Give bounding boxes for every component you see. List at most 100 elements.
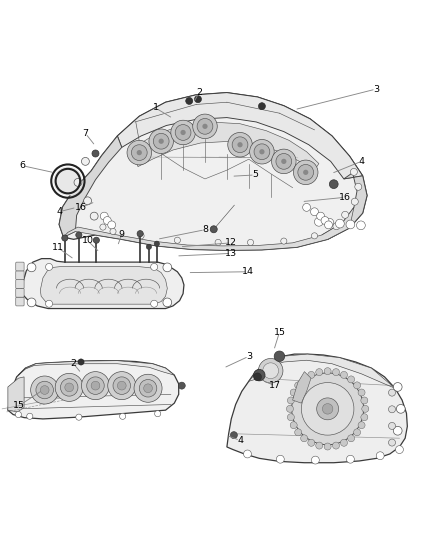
Circle shape	[210, 226, 217, 233]
Circle shape	[272, 149, 296, 174]
Circle shape	[27, 263, 36, 272]
Circle shape	[237, 142, 243, 147]
Text: 2: 2	[71, 359, 77, 368]
Circle shape	[355, 183, 362, 190]
Text: 4: 4	[358, 157, 364, 166]
Circle shape	[276, 154, 292, 169]
Circle shape	[81, 157, 89, 165]
Text: 3: 3	[373, 85, 379, 94]
Circle shape	[100, 224, 106, 230]
Circle shape	[361, 414, 368, 421]
Circle shape	[36, 381, 53, 399]
Text: 2: 2	[196, 87, 202, 96]
Circle shape	[78, 359, 84, 365]
FancyBboxPatch shape	[16, 297, 24, 306]
Circle shape	[274, 351, 285, 361]
Circle shape	[76, 414, 82, 420]
Circle shape	[113, 377, 131, 394]
Text: 14: 14	[241, 267, 254, 276]
Circle shape	[389, 406, 396, 413]
Circle shape	[159, 139, 164, 144]
Circle shape	[171, 120, 195, 145]
Circle shape	[286, 405, 293, 413]
Text: 16: 16	[339, 193, 351, 202]
Circle shape	[292, 373, 364, 445]
Text: 1: 1	[152, 103, 159, 112]
Circle shape	[361, 397, 368, 404]
Circle shape	[110, 229, 116, 235]
Circle shape	[100, 212, 108, 220]
Text: 13: 13	[225, 249, 237, 258]
Polygon shape	[322, 173, 367, 239]
Circle shape	[396, 446, 403, 454]
Text: 3: 3	[246, 352, 252, 361]
Circle shape	[303, 204, 311, 211]
Circle shape	[348, 435, 355, 442]
Circle shape	[333, 223, 340, 230]
Circle shape	[197, 118, 213, 134]
Text: 8: 8	[202, 225, 208, 234]
Circle shape	[314, 217, 323, 226]
FancyBboxPatch shape	[16, 262, 24, 271]
Circle shape	[281, 159, 286, 164]
Circle shape	[340, 372, 347, 378]
Text: 15: 15	[13, 401, 25, 410]
Circle shape	[290, 389, 297, 396]
Circle shape	[138, 233, 144, 239]
Circle shape	[293, 160, 318, 184]
Text: 17: 17	[269, 381, 281, 390]
Circle shape	[322, 403, 333, 414]
Polygon shape	[64, 207, 354, 251]
Circle shape	[301, 383, 354, 435]
Circle shape	[65, 383, 74, 392]
Circle shape	[62, 235, 68, 241]
Text: 4: 4	[237, 436, 243, 445]
Circle shape	[27, 298, 36, 307]
Circle shape	[232, 137, 248, 152]
Circle shape	[244, 450, 251, 458]
Circle shape	[340, 439, 347, 446]
Polygon shape	[40, 266, 167, 304]
Circle shape	[332, 442, 339, 449]
Polygon shape	[249, 354, 395, 388]
Circle shape	[316, 442, 323, 449]
Circle shape	[393, 426, 402, 435]
Circle shape	[353, 429, 360, 436]
Polygon shape	[227, 354, 407, 463]
Circle shape	[228, 133, 252, 157]
Circle shape	[103, 216, 111, 224]
Circle shape	[258, 103, 265, 110]
Circle shape	[146, 244, 152, 249]
Circle shape	[276, 455, 284, 463]
Circle shape	[215, 239, 221, 246]
Circle shape	[108, 372, 136, 400]
Circle shape	[74, 179, 82, 187]
Circle shape	[155, 410, 161, 417]
Circle shape	[60, 378, 78, 396]
Circle shape	[108, 221, 116, 229]
Circle shape	[287, 414, 294, 421]
Circle shape	[350, 168, 357, 175]
Circle shape	[46, 263, 53, 270]
Circle shape	[357, 221, 365, 230]
Circle shape	[336, 219, 344, 228]
Circle shape	[254, 144, 270, 159]
Circle shape	[346, 455, 354, 463]
Circle shape	[163, 298, 172, 307]
Polygon shape	[8, 361, 179, 419]
Text: 6: 6	[20, 161, 26, 170]
Circle shape	[137, 150, 142, 155]
Circle shape	[254, 373, 261, 381]
Polygon shape	[131, 122, 319, 170]
Circle shape	[358, 422, 365, 429]
Text: 4: 4	[56, 207, 62, 216]
Circle shape	[308, 372, 315, 378]
Circle shape	[93, 237, 99, 243]
Circle shape	[300, 376, 307, 383]
Circle shape	[324, 443, 331, 450]
Circle shape	[15, 411, 21, 418]
Circle shape	[303, 169, 308, 175]
Circle shape	[149, 129, 173, 154]
Circle shape	[295, 429, 302, 436]
Circle shape	[134, 374, 162, 402]
